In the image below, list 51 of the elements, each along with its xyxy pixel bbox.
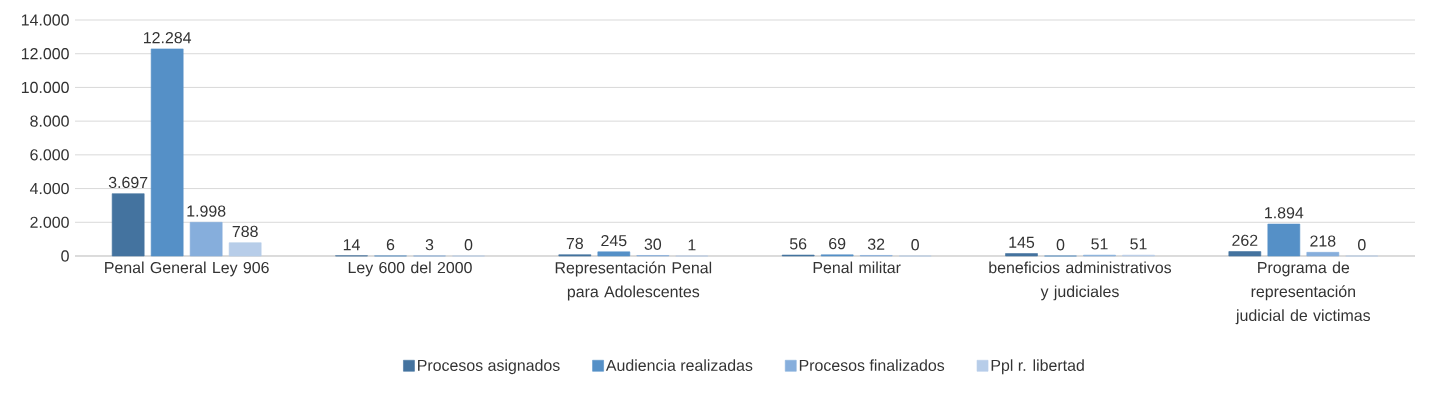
bar [228, 242, 262, 257]
y-tick-label: 10.000 [21, 81, 69, 94]
x-tick-label: Ley 600 del 2000 [348, 261, 472, 277]
legend-label: Procesos finalizados [799, 359, 945, 372]
bar [189, 222, 223, 257]
y-tick-label: 6.000 [30, 149, 69, 161]
data-label: 1.998 [187, 205, 226, 217]
legend-label: Audiencia realizadas [605, 359, 753, 372]
data-label: 788 [232, 225, 258, 238]
x-tick-label: Programa de representación judicial de victimas [1235, 261, 1371, 325]
data-label: 1.894 [1265, 207, 1304, 219]
legend-label: Ppl r. libertad [991, 359, 1084, 375]
bar [597, 251, 631, 257]
data-label: 3.697 [108, 176, 148, 189]
data-label: 0 [464, 239, 473, 251]
y-tick-label: 2.000 [30, 216, 69, 228]
data-label: 56 [789, 238, 807, 250]
bar [1005, 253, 1038, 257]
y-tick-label: 0 [61, 250, 69, 262]
x-tick-label: Penal militar [813, 261, 901, 274]
data-label: 51 [1091, 238, 1108, 250]
data-label: 14 [343, 239, 360, 251]
data-label: 78 [566, 237, 583, 250]
x-tick-label: beneficios administrativos y judiciales [989, 261, 1172, 301]
y-tick-label: 14.000 [21, 14, 69, 26]
bar [111, 193, 145, 257]
bar [150, 48, 184, 257]
y-tick-label: 4.000 [29, 182, 69, 195]
x-tick-label: Representación Penal para Adolescentes [555, 261, 712, 301]
data-label: 69 [829, 237, 846, 250]
legend-label: Procesos asignados [418, 359, 560, 375]
bar [1306, 252, 1340, 257]
data-label: 30 [644, 238, 662, 250]
data-label: 145 [1009, 236, 1035, 248]
y-tick-label: 8.000 [30, 115, 69, 127]
x-tick-label: Penal General Ley 906 [105, 261, 269, 277]
data-label: 0 [911, 239, 919, 251]
data-label: 218 [1310, 235, 1336, 247]
data-label: 1 [688, 239, 696, 251]
data-label: 3 [425, 239, 434, 251]
bar [1267, 223, 1301, 257]
data-label: 12.284 [144, 32, 192, 44]
data-label: 245 [601, 234, 627, 247]
data-label: 262 [1232, 234, 1258, 246]
data-label: 6 [386, 239, 395, 251]
y-tick-label: 12.000 [21, 48, 69, 60]
data-label: 0 [1358, 239, 1366, 251]
bar [1228, 251, 1262, 257]
data-label: 0 [1056, 239, 1065, 251]
data-label: 32 [867, 238, 885, 250]
data-label: 51 [1130, 238, 1147, 250]
